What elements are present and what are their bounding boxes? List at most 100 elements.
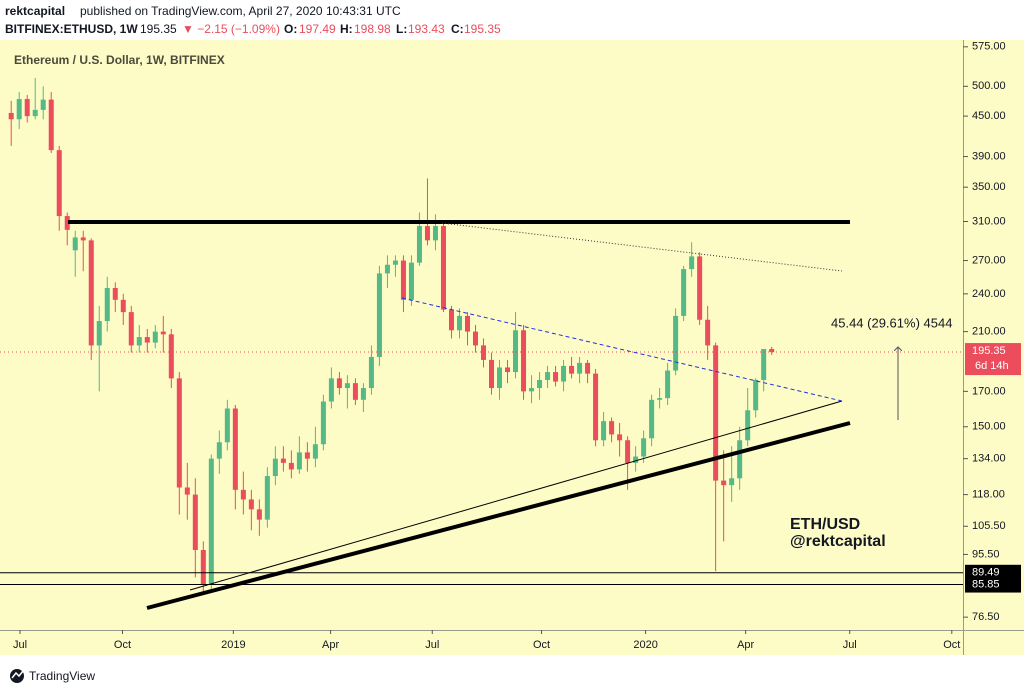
- candle-body: [192, 494, 198, 551]
- candle-body: [48, 99, 54, 151]
- x-tick-label: Oct: [114, 639, 131, 651]
- measure-label: 45.44 (29.61%) 4544: [831, 315, 952, 330]
- candle-body: [729, 478, 735, 486]
- countdown: 6d 14h: [975, 360, 1009, 372]
- y-tick-label: 150.00: [972, 421, 1006, 433]
- x-tick-label: 2019: [221, 639, 245, 651]
- candle-body: [224, 408, 230, 443]
- candle-body: [657, 398, 663, 400]
- y-tick-label: 350.00: [972, 181, 1006, 193]
- candle-body: [481, 345, 487, 360]
- candle-body: [360, 388, 366, 400]
- candle-body: [561, 365, 567, 382]
- watermark-author: @rektcapital: [790, 533, 886, 550]
- candle-body: [264, 476, 270, 520]
- chart-background: [0, 40, 1024, 655]
- candle-body: [104, 288, 110, 322]
- footer-logo: [10, 669, 24, 683]
- drawings: [68, 220, 898, 610]
- level-label: 89.49: [972, 567, 1000, 579]
- plot: 575.00 500.00 450.00 390.00 350.00 310.00 270.…: [0, 41, 1006, 651]
- open-value: 197.49: [299, 22, 336, 36]
- candle-body: [625, 440, 631, 463]
- y-tick-label: 76.50: [972, 611, 1000, 623]
- candle-body: [312, 444, 318, 459]
- candle-body: [769, 348, 775, 353]
- candle-body: [384, 264, 390, 274]
- candle-body: [545, 372, 551, 380]
- change: ▼ −2.15 (−1.09%): [182, 22, 280, 36]
- chart-title: Ethereum / U.S. Dollar, 1W, BITFINEX: [14, 53, 225, 67]
- candle-body: [737, 440, 743, 479]
- candle-body: [593, 373, 599, 441]
- y-tick-label: 450.00: [972, 110, 1006, 122]
- published: published on TradingView.com, April 27, …: [80, 4, 401, 18]
- y-tick-label: 575.00: [972, 41, 1006, 53]
- candle-body: [24, 99, 30, 117]
- candle-body: [112, 288, 118, 300]
- high-label: H:: [340, 22, 353, 36]
- symbol: BITFINEX:ETHUSD, 1W: [5, 22, 138, 36]
- candle-body: [32, 109, 38, 117]
- x-tick-label: 2020: [633, 639, 657, 651]
- candle-body: [64, 216, 70, 230]
- candle-body: [489, 359, 495, 389]
- x-tick-label: Apr: [737, 639, 754, 651]
- low-value: 193.43: [408, 22, 445, 36]
- y-tick-label: 118.00: [972, 489, 1005, 501]
- candle-body: [497, 367, 503, 389]
- last-price-badge: [965, 343, 1021, 376]
- x-tick-label: Oct: [943, 639, 960, 651]
- last-price: 195.35: [140, 22, 177, 36]
- candle-body: [416, 226, 422, 263]
- candle-body: [440, 226, 446, 310]
- candle-body: [160, 331, 166, 335]
- candle-body: [521, 330, 527, 392]
- y-tick-label: 210.00: [972, 326, 1006, 338]
- candle-body: [168, 334, 174, 379]
- y-tick-label: 95.50: [972, 548, 1000, 560]
- candle-body: [152, 331, 158, 343]
- close-label: C:: [451, 22, 464, 36]
- watermark-pair: ETH/USD: [790, 516, 860, 533]
- candle-body: [136, 337, 142, 346]
- candle-body: [649, 399, 655, 439]
- close-value: 195.35: [464, 22, 501, 36]
- candle-body: [537, 379, 543, 389]
- candle-body: [681, 269, 687, 316]
- candle-body: [288, 462, 294, 470]
- candle-body: [184, 487, 190, 495]
- candle-body: [232, 408, 238, 490]
- candle-body: [633, 456, 639, 463]
- candle-body: [320, 401, 326, 445]
- candle-body: [585, 362, 591, 374]
- level-badge: [965, 576, 1021, 593]
- candle-body: [753, 379, 759, 411]
- support-line: [146, 421, 851, 610]
- candle-body: [529, 388, 535, 392]
- dotted-trend-line: [441, 222, 843, 272]
- candle-body: [601, 421, 607, 441]
- last-price-label: 195.35: [972, 345, 1006, 357]
- candle-body: [336, 378, 342, 389]
- candle-body: [256, 509, 262, 520]
- y-tick-label: 390.00: [972, 150, 1006, 162]
- candle-body: [641, 438, 647, 457]
- x-tick-label: Apr: [322, 639, 339, 651]
- candle-body: [368, 356, 374, 389]
- candle-body: [376, 273, 382, 357]
- level-label: 85.85: [972, 578, 1000, 590]
- y-tick-label: 134.00: [972, 453, 1006, 465]
- x-tick-label: Jul: [843, 639, 857, 651]
- candle-body: [128, 312, 134, 346]
- candle-body: [400, 260, 406, 300]
- candle-body: [673, 315, 679, 371]
- candle-body: [569, 365, 575, 374]
- candle-body: [352, 383, 358, 400]
- candle-body: [697, 256, 703, 320]
- candle-body: [328, 378, 334, 402]
- candle-body: [80, 237, 86, 241]
- candle-body: [705, 319, 711, 346]
- candle-body: [88, 240, 94, 346]
- candle-body: [464, 315, 470, 332]
